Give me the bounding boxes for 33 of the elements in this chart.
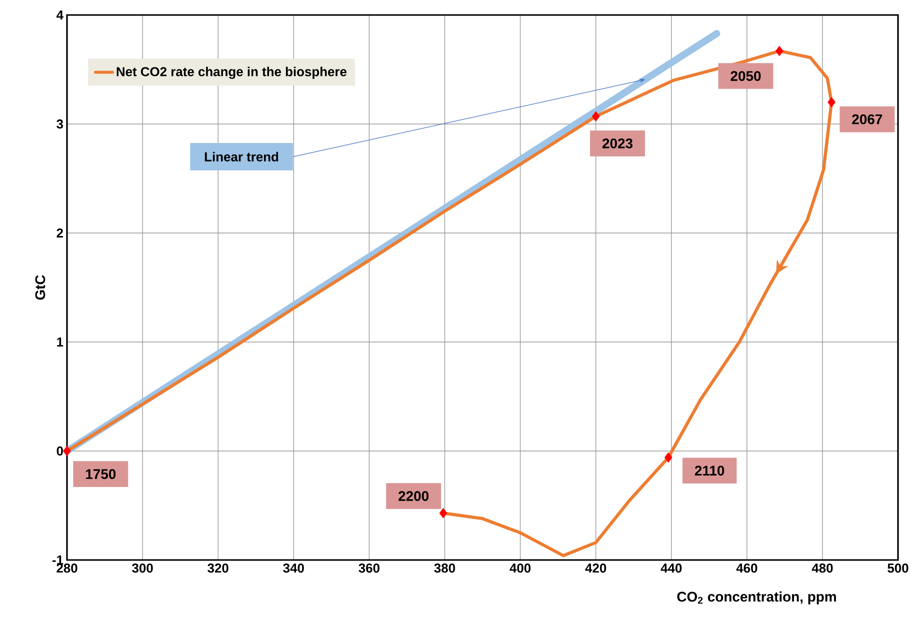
point — [664, 452, 672, 463]
x-tick-label: 440 — [660, 564, 682, 573]
y-axis-title: GtC — [35, 275, 46, 300]
y-tick-label: 2 — [56, 228, 63, 238]
x-tick-label: 500 — [888, 564, 908, 573]
y-tick-label: 4 — [56, 10, 64, 20]
point — [63, 446, 71, 456]
point — [592, 111, 600, 122]
x-tick-label: 280 — [56, 564, 78, 573]
annotation: 2110 — [694, 466, 724, 476]
annotation: 2050 — [730, 71, 761, 81]
y-tick-label: 1 — [57, 338, 64, 346]
x-tick-label: 460 — [736, 564, 758, 573]
y-tick-label: 3 — [56, 119, 64, 129]
y-tick-label: 0 — [56, 446, 63, 456]
point — [775, 46, 784, 56]
x-axis-title: CO$_{2}$ concentration, ppm — [677, 591, 836, 604]
legend-label: Net CO2 rate change in the biosphere — [116, 66, 347, 79]
x-tick-label: 300 — [132, 564, 153, 573]
x-tick-label: 400 — [510, 564, 531, 573]
x-tick-label: 320 — [208, 564, 228, 573]
annotation: 2200 — [398, 491, 428, 501]
x-tick-label: 340 — [283, 564, 304, 573]
point — [828, 97, 836, 108]
annotation: 1750 — [86, 469, 116, 480]
annotation: 2067 — [852, 114, 882, 124]
x-tick-label: 480 — [812, 564, 833, 573]
x-tick-label: 420 — [585, 564, 606, 573]
annotation: 2023 — [602, 138, 633, 148]
x-tick-label: 380 — [434, 564, 455, 573]
x-tick-label: 360 — [358, 564, 380, 573]
text: Linear trend — [204, 152, 278, 162]
point — [439, 508, 448, 518]
